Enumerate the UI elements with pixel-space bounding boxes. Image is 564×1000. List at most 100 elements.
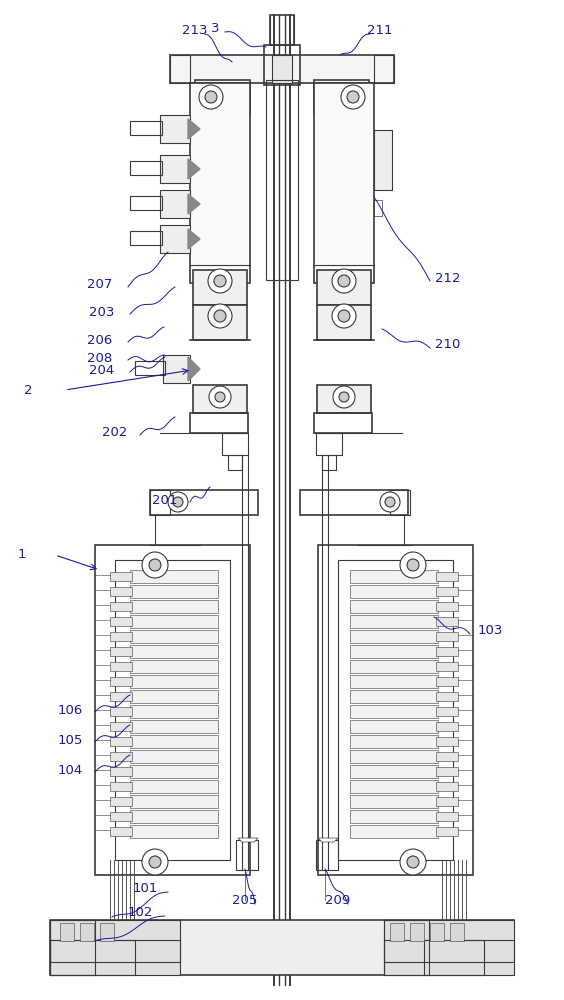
Polygon shape	[188, 194, 200, 214]
Bar	[317, 385, 371, 413]
Text: 205: 205	[232, 894, 258, 906]
Bar	[110, 602, 132, 611]
Bar	[350, 735, 438, 748]
Bar	[270, 15, 294, 45]
Bar	[130, 720, 218, 733]
Circle shape	[208, 304, 232, 328]
Bar	[317, 270, 371, 305]
Bar	[60, 923, 74, 941]
Bar	[350, 825, 438, 838]
Bar	[160, 190, 190, 218]
Bar	[410, 923, 424, 941]
Text: 209: 209	[325, 894, 351, 906]
Circle shape	[333, 386, 355, 408]
Bar	[350, 750, 438, 763]
Bar	[424, 940, 484, 975]
Bar	[110, 827, 132, 836]
Bar	[436, 677, 458, 686]
Bar	[50, 940, 180, 962]
Bar	[160, 115, 190, 143]
Bar	[384, 920, 429, 975]
Circle shape	[208, 269, 232, 293]
Bar	[200, 83, 222, 112]
Circle shape	[407, 856, 419, 868]
Bar	[350, 795, 438, 808]
Bar	[350, 630, 438, 643]
Bar	[350, 615, 438, 628]
Bar	[350, 660, 438, 673]
Text: 3: 3	[211, 21, 219, 34]
Bar	[436, 707, 458, 716]
Bar	[374, 200, 382, 216]
Bar	[314, 83, 374, 283]
Bar	[314, 80, 369, 115]
Bar	[50, 920, 514, 975]
Bar	[228, 455, 242, 470]
Circle shape	[332, 269, 356, 293]
Bar	[110, 767, 132, 776]
Bar	[110, 737, 132, 746]
Bar	[130, 660, 218, 673]
Circle shape	[149, 856, 161, 868]
Bar	[384, 940, 514, 962]
Circle shape	[400, 849, 426, 875]
Bar	[190, 413, 248, 433]
Bar	[350, 570, 438, 583]
Bar	[170, 55, 394, 83]
Bar	[130, 196, 162, 210]
Bar	[50, 920, 180, 975]
Bar	[436, 827, 458, 836]
Text: 211: 211	[367, 23, 393, 36]
Text: 212: 212	[435, 271, 461, 284]
Bar	[430, 923, 444, 941]
Bar	[110, 752, 132, 761]
Bar	[195, 80, 250, 115]
Circle shape	[347, 91, 359, 103]
Bar	[350, 780, 438, 793]
Bar	[317, 305, 371, 340]
Bar	[115, 560, 230, 860]
Text: 201: 201	[152, 493, 178, 506]
Bar	[390, 490, 410, 515]
Text: 1: 1	[17, 548, 27, 562]
Circle shape	[380, 492, 400, 512]
Circle shape	[339, 392, 349, 402]
Bar	[110, 587, 132, 596]
Circle shape	[214, 310, 226, 322]
Bar	[318, 545, 473, 875]
Bar	[130, 585, 218, 598]
Bar	[314, 413, 372, 433]
Bar	[130, 231, 162, 245]
Bar	[190, 83, 250, 283]
Text: 203: 203	[89, 306, 114, 318]
Bar	[350, 600, 438, 613]
Bar	[436, 782, 458, 791]
Bar	[130, 750, 218, 763]
Bar	[110, 632, 132, 641]
Bar	[436, 722, 458, 731]
Text: 105: 105	[58, 734, 83, 746]
Circle shape	[149, 559, 161, 571]
Polygon shape	[188, 159, 200, 179]
Bar	[95, 545, 250, 875]
Text: 206: 206	[87, 334, 113, 347]
Bar	[266, 80, 298, 280]
Bar	[135, 361, 165, 375]
Circle shape	[142, 552, 168, 578]
Bar	[436, 647, 458, 656]
Bar	[130, 121, 162, 135]
Text: 213: 213	[182, 23, 208, 36]
Text: 2: 2	[24, 383, 32, 396]
Bar	[150, 490, 170, 515]
Text: 102: 102	[127, 906, 153, 918]
Bar	[130, 630, 218, 643]
Bar	[110, 662, 132, 671]
Bar	[350, 675, 438, 688]
Polygon shape	[318, 838, 338, 842]
Polygon shape	[188, 357, 200, 381]
Bar	[130, 705, 218, 718]
Bar	[110, 692, 132, 701]
Bar	[450, 923, 464, 941]
Text: 210: 210	[435, 338, 461, 352]
Bar	[236, 840, 258, 870]
